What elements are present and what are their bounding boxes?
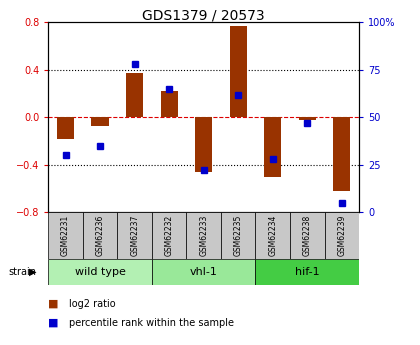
Bar bbox=[333, 117, 350, 191]
Text: ■: ■ bbox=[48, 299, 59, 308]
Bar bbox=[255, 212, 290, 259]
Text: hif-1: hif-1 bbox=[295, 267, 320, 277]
Text: GSM62239: GSM62239 bbox=[337, 215, 346, 256]
Bar bbox=[48, 259, 152, 285]
Text: strain: strain bbox=[8, 267, 37, 277]
Bar bbox=[264, 117, 281, 177]
Bar bbox=[255, 259, 359, 285]
Bar bbox=[92, 117, 109, 126]
Text: GSM62235: GSM62235 bbox=[234, 215, 243, 256]
Bar bbox=[230, 26, 247, 117]
Bar bbox=[83, 212, 117, 259]
Text: GDS1379 / 20573: GDS1379 / 20573 bbox=[142, 9, 265, 23]
Text: GSM62231: GSM62231 bbox=[61, 215, 70, 256]
Text: percentile rank within the sample: percentile rank within the sample bbox=[69, 318, 234, 327]
Text: GSM62236: GSM62236 bbox=[96, 215, 105, 256]
Bar bbox=[57, 117, 74, 139]
Bar bbox=[160, 91, 178, 117]
Text: wild type: wild type bbox=[75, 267, 126, 277]
Bar bbox=[152, 259, 255, 285]
Bar bbox=[186, 212, 221, 259]
Text: ■: ■ bbox=[48, 318, 59, 327]
Bar bbox=[126, 73, 143, 117]
Text: GSM62234: GSM62234 bbox=[268, 215, 277, 256]
Bar bbox=[48, 212, 83, 259]
Text: GSM62232: GSM62232 bbox=[165, 215, 173, 256]
Bar bbox=[195, 117, 213, 172]
Bar bbox=[152, 212, 186, 259]
Bar bbox=[290, 212, 325, 259]
Bar bbox=[117, 212, 152, 259]
Text: ▶: ▶ bbox=[29, 267, 37, 277]
Text: vhl-1: vhl-1 bbox=[190, 267, 218, 277]
Text: log2 ratio: log2 ratio bbox=[69, 299, 116, 308]
Text: GSM62237: GSM62237 bbox=[130, 215, 139, 256]
Bar bbox=[325, 212, 359, 259]
Bar bbox=[299, 117, 316, 120]
Text: GSM62233: GSM62233 bbox=[199, 215, 208, 256]
Text: GSM62238: GSM62238 bbox=[303, 215, 312, 256]
Bar bbox=[221, 212, 255, 259]
